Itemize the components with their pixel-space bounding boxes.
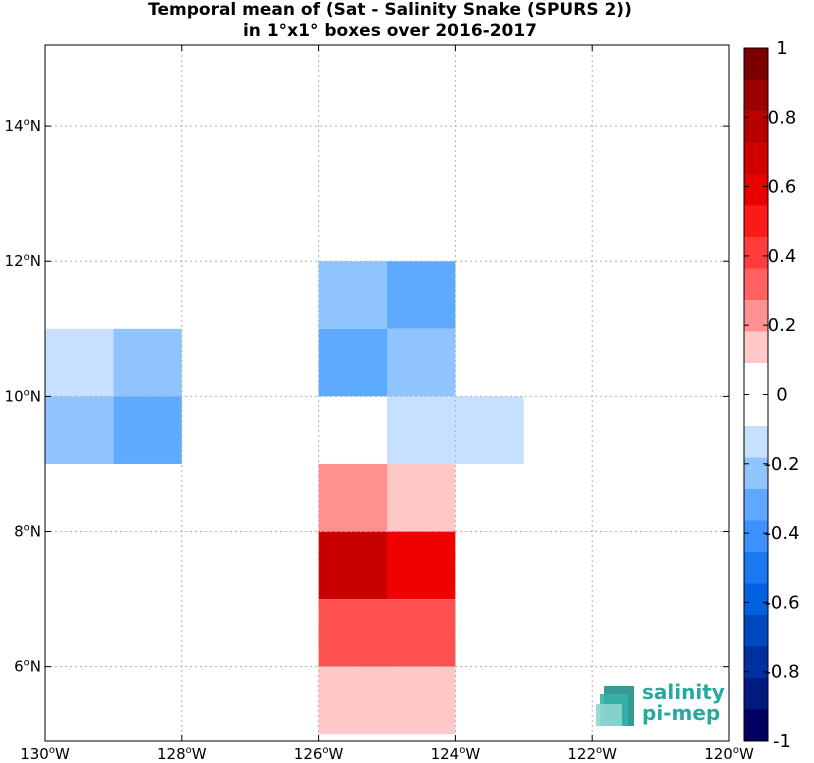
colorbar-tick-label-0: 1	[776, 38, 787, 59]
x-tick-label-1: 128oW	[157, 745, 207, 763]
heatmap-cell-0	[45, 328, 114, 397]
colorbar-segment-11	[744, 394, 768, 427]
heatmap-cell-10	[455, 396, 524, 464]
logo-text: salinity pi-mep	[642, 682, 725, 724]
colorbar-segment-9	[744, 331, 768, 364]
colorbar-segment-14	[744, 489, 768, 521]
colorbar-segment-21	[744, 709, 768, 742]
heatmap-cell-17	[318, 666, 387, 735]
logo-text-line-2: pi-mep	[642, 701, 721, 725]
x-tick-label-4: 122oW	[567, 745, 617, 763]
y-tick-label-1: 8oN	[14, 523, 41, 541]
heatmap-cell-13	[318, 531, 387, 600]
colorbar-segment-2	[744, 111, 768, 143]
colorbar-segment-10	[744, 363, 768, 395]
colorbar-tick-label-9: -0.8	[764, 662, 799, 683]
colorbar-segment-17	[744, 583, 768, 616]
heatmap-cell-11	[318, 463, 387, 532]
y-tick-label-2: 10oN	[5, 387, 41, 405]
colorbar-segment-13	[744, 457, 768, 490]
heatmap-cell-16	[387, 599, 456, 667]
x-tick-label-2: 126oW	[294, 745, 344, 763]
chart-title-line-1: Temporal mean of (Sat - Salinity Snake (…	[148, 0, 632, 20]
axis-ticks: 130oW 128oW 126oW 124oW 122oW 120oW 6oN 8oN 10oN…	[5, 45, 754, 763]
x-tick-label-3: 124oW	[431, 745, 481, 763]
x-tick-label-5: 120oW	[704, 745, 754, 763]
colorbar-segment-4	[744, 174, 768, 206]
colorbar-segment-18	[744, 615, 768, 647]
heatmap-cell-18	[387, 666, 456, 735]
colorbar-tick-label-4: 0.2	[768, 315, 797, 336]
heatmap-cell-6	[318, 328, 387, 397]
colorbar-segment-1	[744, 79, 768, 112]
colorbar-tick-label-1: 0.8	[768, 107, 797, 128]
colorbar-segment-6	[744, 237, 768, 269]
y-tick-label-3: 12oN	[5, 252, 41, 270]
salinity-pi-mep-logo: salinity pi-mep	[596, 682, 726, 732]
colorbar-segment-19	[744, 646, 768, 679]
colorbar-tick-label-3: 0.4	[768, 246, 797, 267]
colorbar-segment-0	[744, 48, 768, 80]
heatmap-cell-5	[387, 261, 456, 329]
colorbar-tick-label-7: -0.4	[764, 523, 799, 544]
colorbar-tick-label-10: -1	[773, 731, 791, 752]
heatmap-cell-3	[113, 396, 182, 464]
heatmap-cell-4	[318, 261, 387, 329]
x-tick-label-0: 130oW	[20, 745, 70, 763]
heatmap-cell-1	[113, 328, 182, 397]
colorbar-tick-label-8: -0.6	[764, 592, 799, 613]
colorbar-segment-12	[744, 426, 768, 458]
colorbar: 1 0.8 0.6 0.4 0.2 0 -0.2 -0.4 -0.6 -0.8 -1	[743, 38, 800, 752]
heatmap-cells	[45, 261, 524, 735]
grid-lines	[44, 45, 730, 741]
plot-frame	[44, 44, 730, 742]
wave-logo-icon	[596, 686, 634, 726]
colorbar-segment-3	[744, 142, 768, 175]
y-tick-label-4: 14oN	[5, 117, 41, 135]
colorbar-segment-20	[744, 678, 768, 710]
colorbar-tick-label-5: 0	[776, 385, 787, 406]
colorbar-tick-label-6: -0.2	[764, 454, 799, 475]
colorbar-segment-7	[744, 268, 768, 301]
colorbar-segment-15	[744, 520, 768, 553]
heatmap-cell-9	[387, 396, 456, 464]
heatmap-cell-7	[387, 328, 456, 397]
heatmap-cell-14	[387, 531, 456, 600]
heatmap-cell-8	[318, 396, 387, 464]
y-tick-label-0: 6oN	[14, 658, 41, 676]
heatmap-cell-12	[387, 463, 456, 532]
heatmap-cell-2	[45, 396, 114, 464]
colorbar-segment-8	[744, 300, 768, 332]
colorbar-segment-16	[744, 552, 768, 584]
colorbar-tick-label-2: 0.6	[768, 177, 797, 198]
logo-text-line-1: salinity	[642, 680, 725, 704]
heatmap-cell-15	[318, 599, 387, 667]
chart-title-line-2: in 1°x1° boxes over 2016-2017	[242, 21, 538, 41]
chart-title: Temporal mean of (Sat - Salinity Snake (…	[0, 0, 780, 42]
colorbar-segment-5	[744, 205, 768, 238]
